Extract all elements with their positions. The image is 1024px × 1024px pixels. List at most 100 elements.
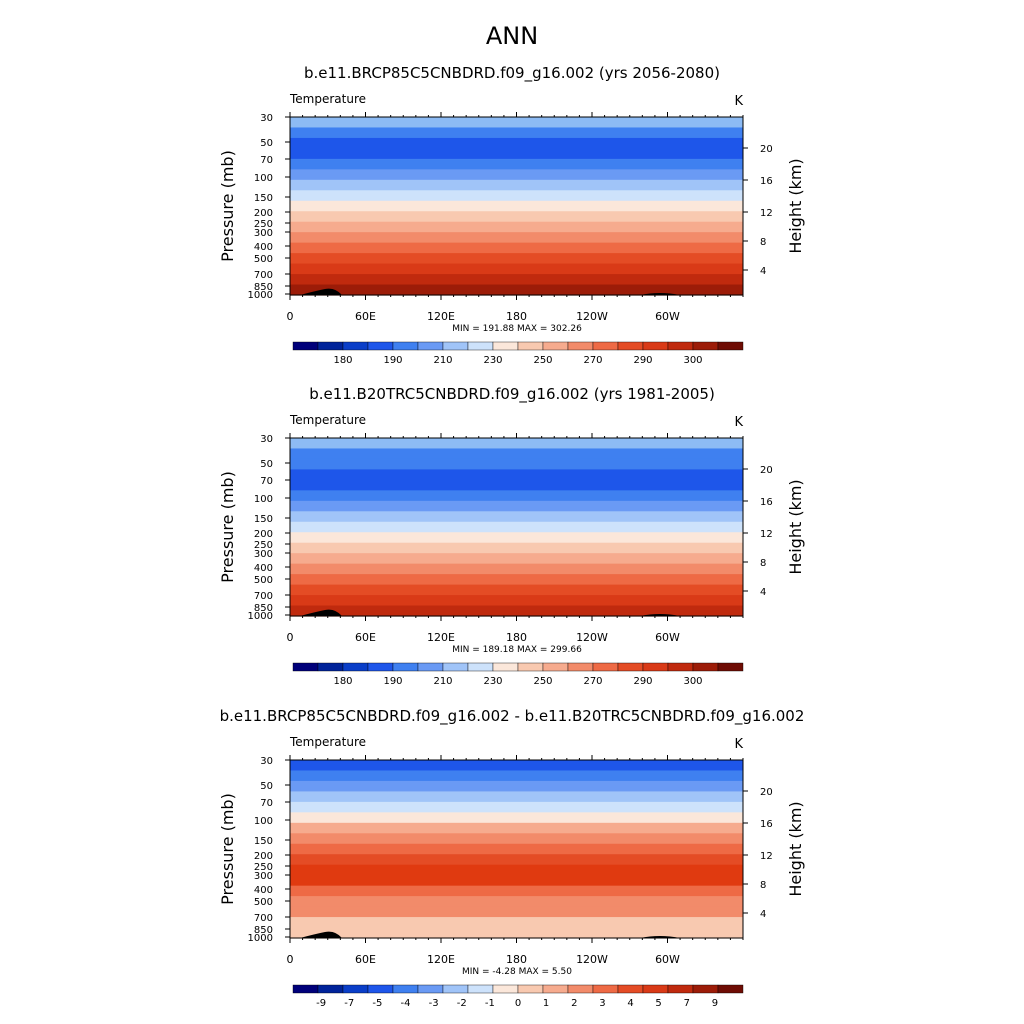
contour-band <box>290 500 743 512</box>
contour-band <box>290 242 743 254</box>
x-tick-label: 60W <box>655 953 680 966</box>
contour-band <box>290 896 743 908</box>
colorbar-box <box>342 341 369 351</box>
colorbar-label: 5 <box>655 998 661 1009</box>
variable-label: Temperature <box>289 92 366 106</box>
contour-band <box>290 906 743 918</box>
x-tick-label: 180 <box>506 310 527 323</box>
pressure-tick-label: 150 <box>254 193 273 204</box>
pressure-tick-label: 70 <box>260 476 273 487</box>
contour-band <box>290 532 743 544</box>
colorbar-label: 230 <box>483 355 502 366</box>
pressure-tick-label: 50 <box>260 781 273 792</box>
x-tick-label: 0 <box>287 631 294 644</box>
pressure-tick-label: 700 <box>254 913 273 924</box>
y-axis-title: Pressure (mb) <box>218 150 237 262</box>
colorbar-box <box>417 662 444 672</box>
height-tick-label: 16 <box>760 497 773 508</box>
colorbar-box <box>617 984 644 994</box>
height-tick-label: 8 <box>760 558 766 569</box>
colorbar-box <box>492 984 519 994</box>
pressure-tick-label: 200 <box>254 208 273 219</box>
height-tick-label: 8 <box>760 237 766 248</box>
pressure-tick-label: 250 <box>254 540 273 551</box>
min-max-stats: MIN = -4.28 MAX = 5.50 <box>462 967 572 977</box>
min-max-stats: MIN = 189.18 MAX = 299.66 <box>452 645 582 655</box>
contour-band <box>290 511 743 523</box>
pressure-tick-label: 300 <box>254 871 273 882</box>
x-tick-label: 60E <box>355 631 376 644</box>
colorbar-box <box>592 662 619 672</box>
colorbar-label: 190 <box>383 355 402 366</box>
colorbar-label: 3 <box>599 998 605 1009</box>
pressure-tick-label: 850 <box>254 282 273 293</box>
pressure-tick-label: 1000 <box>248 611 273 622</box>
colorbar-label: 270 <box>583 676 602 687</box>
contour-band <box>290 760 743 772</box>
main-title: ANN <box>486 22 538 50</box>
colorbar-label: -5 <box>372 998 382 1009</box>
contour-band <box>290 875 743 887</box>
colorbar-label: 230 <box>483 676 502 687</box>
colorbar-box <box>367 341 394 351</box>
height-tick-label: 16 <box>760 176 773 187</box>
topography-shape <box>300 609 342 616</box>
pressure-tick-label: 150 <box>254 836 273 847</box>
height-tick-label: 4 <box>760 909 766 920</box>
y-axis-title: Pressure (mb) <box>218 793 237 905</box>
contour-band <box>290 791 743 803</box>
contour-band <box>290 563 743 575</box>
contour-band <box>290 770 743 782</box>
pressure-tick-label: 400 <box>254 563 273 574</box>
colorbar-box <box>517 341 544 351</box>
pressure-tick-label: 250 <box>254 862 273 873</box>
colorbar-box <box>617 341 644 351</box>
colorbar-box <box>317 984 344 994</box>
height-tick-label: 12 <box>760 851 773 862</box>
contour-band <box>290 284 743 296</box>
pressure-tick-label: 100 <box>254 173 273 184</box>
colorbar-box <box>542 662 569 672</box>
x-tick-label: 60E <box>355 310 376 323</box>
colorbar-box <box>292 984 319 994</box>
colorbar-label: 210 <box>433 355 452 366</box>
contour-band <box>290 479 743 491</box>
colorbar-label: 180 <box>333 676 352 687</box>
pressure-tick-label: 200 <box>254 851 273 862</box>
height-tick-label: 20 <box>760 144 773 155</box>
colorbar-box <box>467 984 494 994</box>
contour-band <box>290 221 743 233</box>
height-tick-label: 16 <box>760 819 773 830</box>
colorbar-label: 1 <box>543 998 549 1009</box>
contour-band <box>290 158 743 170</box>
colorbar-box <box>367 984 394 994</box>
contour-band <box>290 127 743 139</box>
pressure-tick-label: 700 <box>254 591 273 602</box>
colorbar-box <box>542 341 569 351</box>
contour-band <box>290 490 743 502</box>
height-tick-label: 4 <box>760 266 766 277</box>
variable-label: Temperature <box>289 735 366 749</box>
colorbar-box <box>667 341 694 351</box>
pressure-tick-label: 500 <box>254 575 273 586</box>
colorbar-box <box>517 984 544 994</box>
colorbar-box <box>567 984 594 994</box>
x-tick-label: 60W <box>655 310 680 323</box>
colorbar-box <box>292 341 319 351</box>
contour-band <box>290 211 743 223</box>
pressure-tick-label: 400 <box>254 242 273 253</box>
colorbar-label: 270 <box>583 355 602 366</box>
contour-band <box>290 605 743 617</box>
colorbar-label: -7 <box>344 998 354 1009</box>
pressure-tick-label: 1000 <box>248 290 273 301</box>
contour-band <box>290 438 743 450</box>
colorbar-box <box>392 341 419 351</box>
colorbar-box <box>442 662 469 672</box>
contour-band <box>290 169 743 181</box>
contour-band <box>290 927 743 939</box>
units-label: K <box>734 737 743 752</box>
pressure-tick-label: 300 <box>254 549 273 560</box>
colorbar-box <box>317 341 344 351</box>
panel-3: b.e11.BRCP85C5CNBDRD.f09_g16.002 - b.e11… <box>218 707 805 1009</box>
